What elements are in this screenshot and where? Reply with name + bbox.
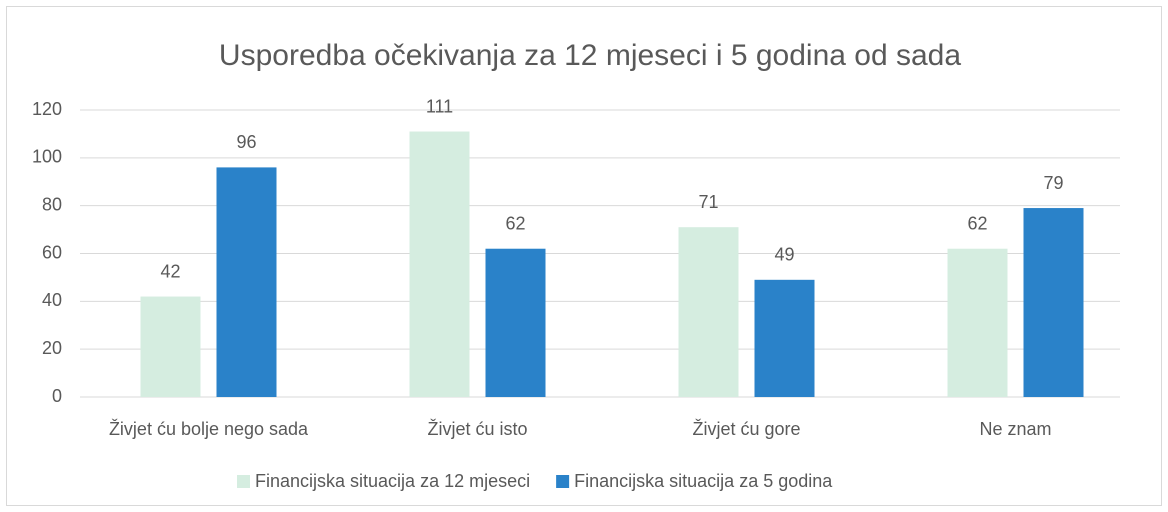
bar (140, 296, 201, 397)
x-tick-label: Ne znam (979, 419, 1051, 439)
value-label: 71 (698, 192, 718, 212)
chart-title: Usporedba očekivanja za 12 mjeseci i 5 g… (219, 39, 961, 72)
bar (216, 167, 277, 397)
bar (485, 248, 546, 397)
value-label: 42 (160, 261, 180, 281)
legend-swatch (237, 475, 250, 488)
legend-swatch (556, 475, 570, 488)
y-tick-label: 80 (42, 194, 62, 214)
value-label: 96 (236, 132, 256, 152)
x-tick-label: Živjet ću isto (427, 419, 527, 439)
y-tick-label: 40 (42, 290, 62, 310)
legend-label: Financijska situacija za 12 mjeseci (255, 471, 530, 491)
bar (1023, 208, 1084, 397)
y-tick-label: 20 (42, 338, 62, 358)
y-tick-label: 100 (32, 147, 62, 167)
bar (754, 279, 815, 397)
bar (947, 248, 1008, 397)
y-tick-label: 120 (32, 99, 62, 119)
value-label: 62 (967, 213, 987, 233)
legend-label: Financijska situacija za 5 godina (574, 471, 833, 491)
y-tick-label: 60 (42, 242, 62, 262)
x-tick-label: Živjet ću gore (692, 419, 800, 439)
value-label: 49 (774, 245, 794, 265)
bar (409, 131, 470, 397)
y-tick-label: 0 (52, 386, 62, 406)
value-label: 111 (426, 96, 453, 116)
bar (678, 227, 739, 397)
value-label: 62 (505, 213, 525, 233)
value-label: 79 (1043, 173, 1063, 193)
x-tick-label: Živjet ću bolje nego sada (109, 419, 309, 439)
